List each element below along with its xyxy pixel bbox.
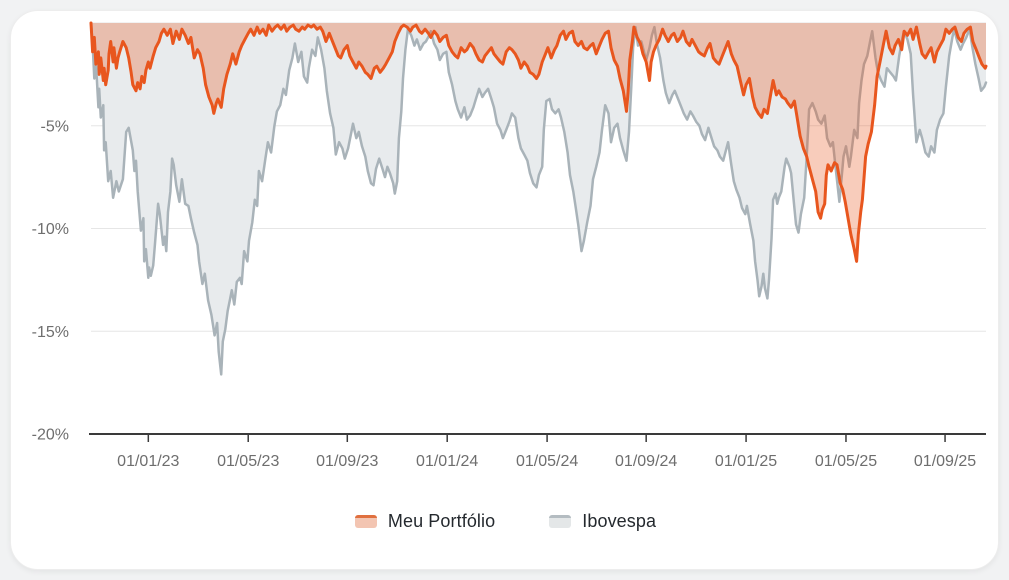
x-axis-label: 01/05/24 (516, 453, 578, 470)
legend-item-ibovespa[interactable]: Ibovespa (549, 511, 656, 532)
line-meu-portf-lio (89, 21, 988, 263)
chart-legend: Meu Portfólio Ibovespa (11, 511, 998, 532)
legend-label-ibovespa: Ibovespa (582, 511, 657, 531)
line-ibovespa (89, 21, 988, 376)
x-axis-label: 01/01/25 (715, 453, 777, 470)
chart-card: 01/01/23 01/05/23 01/09/23 01/01/24 01/05/24… (10, 10, 999, 570)
drawdown-chart: 01/01/23 01/05/23 01/09/23 01/01/24 01/05/24… (11, 11, 999, 570)
legend-label-portfolio: Meu Portfólio (387, 511, 496, 531)
drawdown-chart-svg[interactable]: 01/01/23 01/05/23 01/09/23 01/01/24 01/05/24… (11, 11, 999, 570)
y-axis-label: -10% (32, 221, 69, 238)
x-axis-label: 01/09/23 (316, 453, 378, 470)
y-axis-label: -15% (32, 324, 69, 341)
x-axis-label: 01/09/24 (615, 453, 677, 470)
x-axis-label: 01/01/24 (416, 453, 478, 470)
portfolio-swatch-icon (354, 515, 377, 528)
ibovespa-swatch-icon (549, 515, 572, 528)
area-meu-portf-lio (91, 23, 986, 262)
legend-item-portfolio[interactable]: Meu Portfólio (354, 511, 496, 532)
y-axis-label: -5% (41, 118, 69, 135)
x-axis-label: 01/05/25 (815, 453, 877, 470)
x-axis-label: 01/05/23 (217, 453, 279, 470)
x-axis-label: 01/09/25 (914, 453, 976, 470)
x-axis-label: 01/01/23 (117, 453, 179, 470)
y-axis-label: -20% (32, 427, 69, 444)
